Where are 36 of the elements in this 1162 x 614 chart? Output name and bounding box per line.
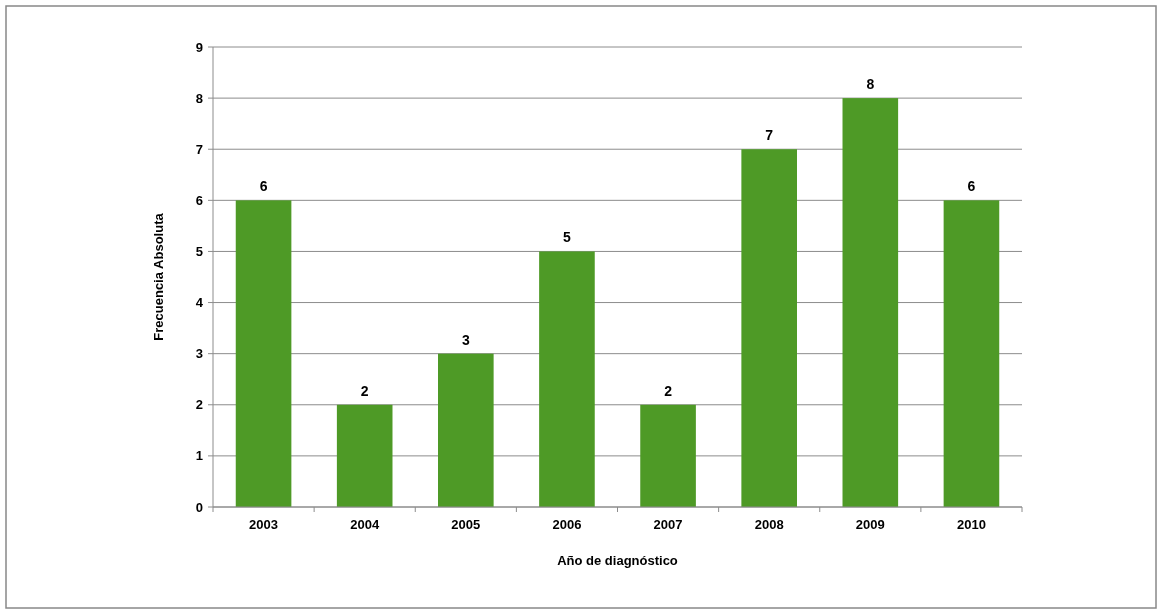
y-tick-label: 8	[195, 90, 203, 106]
x-tick-label: 2004	[350, 517, 380, 532]
data-label: 5	[563, 229, 572, 246]
x-tick-label: 2007	[653, 517, 683, 532]
data-label: 2	[664, 382, 673, 399]
x-tick-label: 2008	[754, 517, 784, 532]
y-axis-title: Frecuencia Absoluta	[151, 212, 166, 341]
data-label: 6	[967, 178, 976, 195]
data-label: 7	[765, 127, 774, 144]
bar	[235, 200, 292, 507]
x-tick-label: 2009	[855, 517, 885, 532]
bar	[438, 353, 494, 507]
y-tick-label: 5	[195, 243, 203, 259]
bar	[842, 98, 899, 507]
y-tick-label: 4	[195, 295, 204, 311]
data-label: 2	[360, 382, 369, 399]
y-tick-label: 1	[195, 448, 203, 464]
bar	[336, 404, 393, 507]
bar	[640, 404, 696, 507]
data-label: 6	[259, 178, 268, 195]
x-tick-label: 2006	[552, 517, 582, 532]
x-tick-label: 2010	[956, 517, 986, 532]
x-axis-title: Año de diagnóstico	[557, 553, 678, 568]
bar	[539, 251, 595, 507]
y-tick-label: 3	[195, 346, 203, 362]
y-tick-label: 6	[195, 192, 203, 208]
y-tick-label: 9	[195, 39, 203, 55]
y-tick-label: 2	[195, 397, 203, 413]
x-tick-label: 2003	[249, 517, 279, 532]
x-tick-label: 2005	[451, 517, 481, 532]
bar	[741, 149, 797, 507]
y-tick-label: 0	[195, 499, 203, 515]
data-label: 3	[461, 331, 470, 348]
data-label: 8	[866, 76, 875, 93]
bar	[943, 200, 1000, 507]
y-tick-label: 7	[195, 141, 203, 157]
